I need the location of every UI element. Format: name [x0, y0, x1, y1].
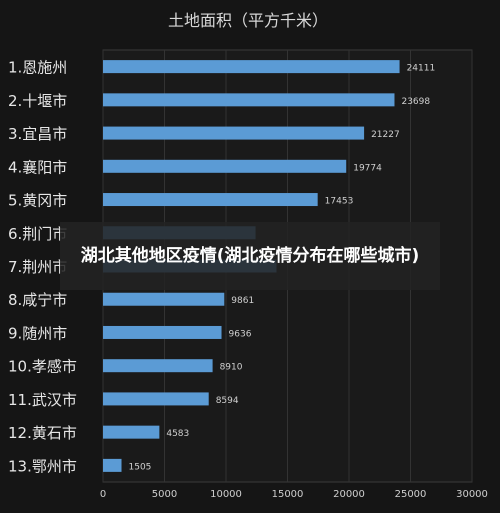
value-labels: 24111 23698 21227 19774 17453 9861 9636 8910 859… — [129, 64, 436, 473]
category-label: 10.孝感市 — [8, 358, 77, 376]
value-label: 9861 — [231, 296, 254, 306]
bar — [103, 292, 225, 306]
value-label: 21227 — [371, 130, 400, 140]
x-tick-label: 30000 — [456, 489, 488, 500]
value-label: 4583 — [166, 429, 189, 439]
category-labels: 1.恩施州 2.十堰市 3.宜昌市 4.襄阳市 5.黄冈市 6.荆门市 7.荆州市 8.咸宁市… — [8, 59, 77, 476]
bar — [103, 193, 318, 207]
category-label: 5.黄冈市 — [8, 192, 67, 210]
category-label: 12.黄石市 — [8, 424, 77, 442]
bar — [103, 325, 222, 339]
value-label: 23698 — [401, 97, 430, 107]
overlay-caption: 湖北其他地区疫情(湖北疫情分布在哪些城市) — [60, 222, 440, 290]
x-tick-label: 10000 — [210, 489, 242, 500]
category-label: 9.随州市 — [8, 324, 67, 342]
category-label: 1.恩施州 — [8, 59, 67, 77]
bar — [103, 126, 365, 140]
category-label: 11.武汉市 — [8, 391, 77, 409]
x-tick-label: 5000 — [152, 489, 177, 500]
category-label: 4.襄阳市 — [8, 158, 67, 176]
category-label: 6.荆门市 — [8, 225, 67, 243]
value-label: 9636 — [229, 329, 252, 339]
value-label: 8910 — [220, 363, 243, 373]
bar — [103, 60, 400, 74]
value-label: 8594 — [216, 396, 239, 406]
x-tick-label: 15000 — [272, 489, 304, 500]
bar — [103, 159, 347, 173]
bar — [103, 392, 209, 406]
bar — [103, 359, 213, 373]
x-tick-labels: 0 5000 10000 15000 20000 25000 30000 — [100, 489, 488, 500]
x-tick-label: 20000 — [333, 489, 365, 500]
category-label: 2.十堰市 — [8, 92, 67, 110]
category-label: 7.荆州市 — [8, 258, 67, 276]
category-label: 3.宜昌市 — [8, 125, 67, 143]
value-label: 1505 — [129, 462, 152, 472]
category-label: 13.鄂州市 — [8, 457, 77, 475]
chart-title: 土地面积（平方千米） — [168, 11, 328, 30]
value-label: 19774 — [353, 163, 382, 173]
bar — [103, 425, 160, 439]
bar — [103, 458, 122, 472]
bar — [103, 93, 395, 107]
x-tick-label: 0 — [100, 489, 106, 500]
value-label: 17453 — [325, 197, 354, 207]
category-label: 8.咸宁市 — [8, 291, 67, 309]
x-tick-label: 25000 — [395, 489, 427, 500]
value-label: 24111 — [407, 64, 436, 74]
